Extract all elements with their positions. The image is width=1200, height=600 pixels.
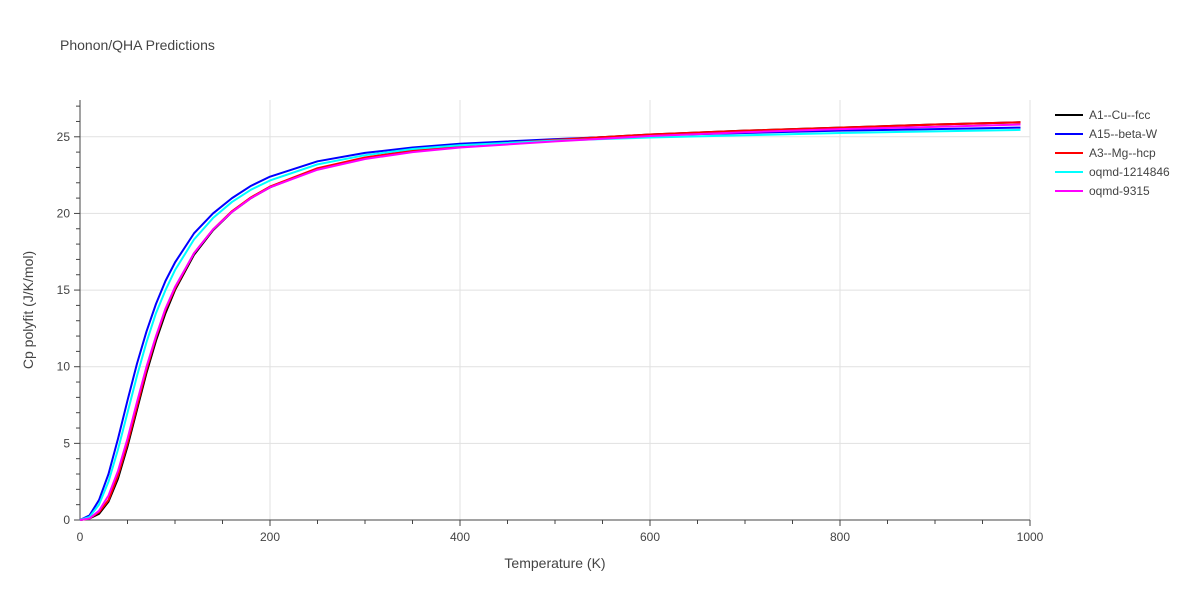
legend-label: oqmd-1214846 [1089, 165, 1170, 179]
series-line-3 [79, 128, 1021, 521]
legend-label: A3--Mg--hcp [1089, 146, 1156, 160]
series-layer [79, 121, 1021, 521]
legend-item[interactable]: A15--beta-W [1055, 127, 1158, 141]
grid-layer [80, 100, 1031, 520]
x-tick-label: 200 [260, 530, 280, 544]
series-line-1 [79, 126, 1021, 521]
x-tick-label: 600 [640, 530, 660, 544]
legend-item[interactable]: oqmd-1214846 [1055, 165, 1170, 179]
x-tick-label: 0 [77, 530, 84, 544]
y-tick-label: 5 [63, 436, 70, 450]
series-line-2 [79, 121, 1021, 521]
legend-label: oqmd-9315 [1089, 184, 1150, 198]
legend: A1--Cu--fcc A15--beta-W A3--Mg--hcp oqmd-12… [1055, 108, 1170, 198]
legend-label: A1--Cu--fcc [1089, 108, 1150, 122]
x-tick-label: 400 [450, 530, 470, 544]
y-tick-label: 15 [57, 283, 71, 297]
series-line-0 [79, 121, 1021, 521]
y-tick-label: 0 [63, 513, 70, 527]
x-tick-label: 1000 [1017, 530, 1044, 544]
chart-title: Phonon/QHA Predictions [60, 37, 215, 53]
y-tick-label: 20 [57, 206, 71, 220]
legend-label: A15--beta-W [1089, 127, 1158, 141]
x-tick-label: 800 [830, 530, 850, 544]
x-axis-title: Temperature (K) [504, 555, 605, 571]
legend-item[interactable]: oqmd-9315 [1055, 184, 1150, 198]
series-line-4 [79, 123, 1021, 521]
legend-item[interactable]: A1--Cu--fcc [1055, 108, 1150, 122]
axes-layer: 0 200 400 600 800 1000 0 5 10 15 20 25 [57, 100, 1044, 544]
y-axis-title: Cp polyfit (J/K/mol) [20, 251, 36, 369]
legend-item[interactable]: A3--Mg--hcp [1055, 146, 1156, 160]
y-tick-label: 25 [57, 130, 71, 144]
y-tick-label: 10 [57, 360, 71, 374]
